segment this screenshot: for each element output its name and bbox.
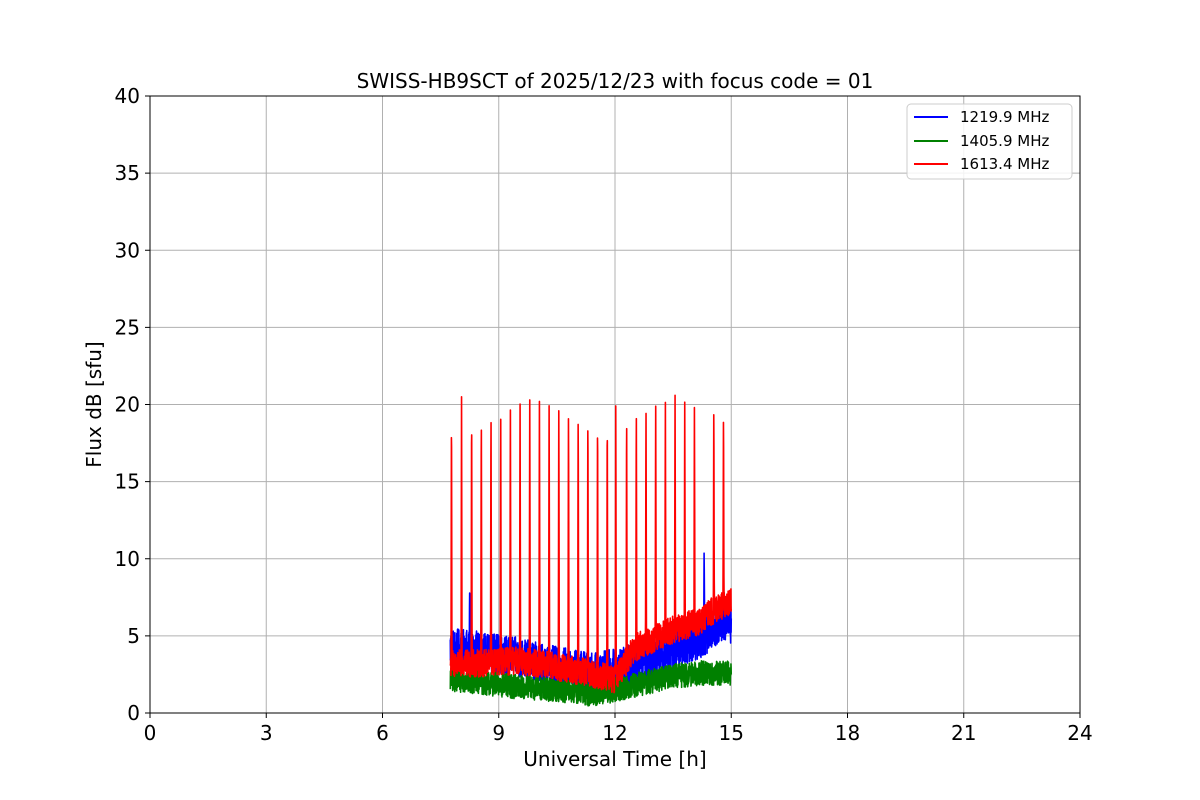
- y-tick-label-10: 10: [115, 547, 140, 571]
- legend-label-1219-9: 1219.9 MHz: [960, 108, 1049, 126]
- x-tick-label-15: 15: [719, 721, 744, 745]
- y-tick-label-25: 25: [115, 315, 140, 339]
- x-tick-label-0: 0: [144, 721, 157, 745]
- legend-label-1405-9: 1405.9 MHz: [960, 132, 1049, 150]
- y-tick-label-0: 0: [127, 701, 140, 725]
- y-tick-label-15: 15: [115, 470, 140, 494]
- y-tick-label-40: 40: [115, 84, 140, 108]
- x-tick-label-6: 6: [376, 721, 389, 745]
- x-tick-label-24: 24: [1067, 721, 1092, 745]
- x-tick-label-18: 18: [835, 721, 860, 745]
- legend-box: [906, 103, 1073, 180]
- y-tick-label-30: 30: [115, 238, 140, 262]
- x-tick-label-12: 12: [602, 721, 627, 745]
- chart-title: SWISS-HB9SCT of 2025/12/23 with focus co…: [357, 69, 874, 93]
- series-layer: [449, 394, 733, 707]
- y-axis-ticks: 0 5 10 15 20 25 30 35 40: [115, 84, 150, 725]
- y-tick-label-20: 20: [115, 393, 140, 417]
- x-tick-label-9: 9: [492, 721, 505, 745]
- series-line-1405-9-mhz: [449, 660, 733, 707]
- legend: 1219.9 MHz 1405.9 MHz 1613.4 MHz: [906, 103, 1073, 180]
- x-axis-ticks: 0 3 6 9 12 15 18 21 24: [144, 713, 1093, 745]
- series-line-1613-4-mhz: [449, 394, 733, 694]
- y-tick-label-5: 5: [127, 624, 140, 648]
- x-tick-label-3: 3: [260, 721, 273, 745]
- x-tick-label-21: 21: [951, 721, 976, 745]
- y-tick-label-35: 35: [115, 161, 140, 185]
- x-axis-label: Universal Time [h]: [523, 747, 706, 771]
- y-axis-label: Flux dB [sfu]: [82, 341, 106, 467]
- legend-label-1613-4: 1613.4 MHz: [960, 155, 1049, 173]
